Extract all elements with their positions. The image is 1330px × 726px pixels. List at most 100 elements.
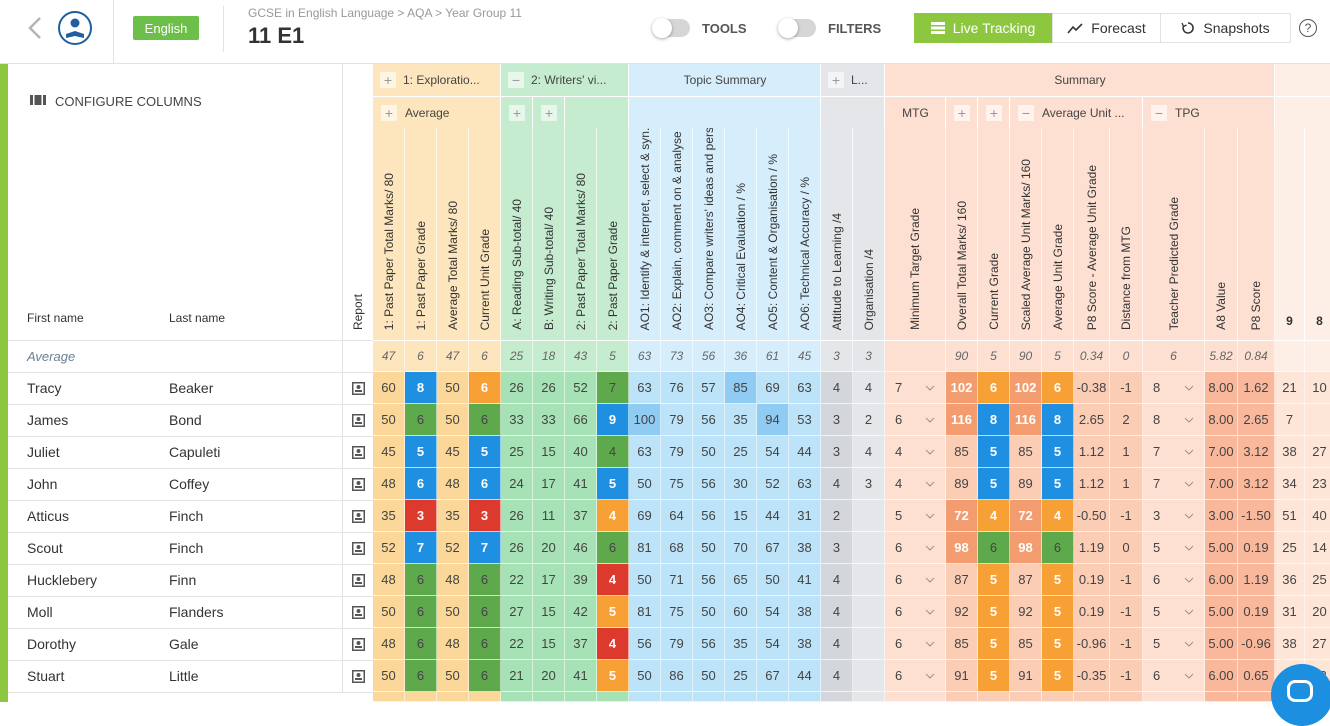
toggle[interactable] bbox=[778, 18, 816, 38]
report-cell[interactable] bbox=[342, 468, 373, 500]
cell bbox=[693, 692, 725, 702]
cell[interactable]: 6 bbox=[885, 532, 946, 564]
report-cell[interactable] bbox=[342, 436, 373, 468]
cell: 45 bbox=[373, 436, 405, 468]
dropdown-arrow[interactable] bbox=[925, 545, 935, 551]
configure-icon[interactable] bbox=[30, 94, 46, 106]
column-header: First name bbox=[27, 311, 84, 325]
report-icon[interactable] bbox=[351, 445, 365, 459]
back-button[interactable] bbox=[26, 16, 44, 40]
toggle-label[interactable]: FILTERS bbox=[828, 21, 882, 36]
expand-toggle: − bbox=[1018, 105, 1034, 121]
cell[interactable]: 6 bbox=[1143, 564, 1205, 596]
dropdown-arrow[interactable] bbox=[925, 673, 935, 679]
cell[interactable]: 4 bbox=[885, 468, 946, 500]
cell bbox=[853, 628, 885, 660]
report-cell[interactable] bbox=[342, 628, 373, 660]
configure-columns[interactable]: CONFIGURE COLUMNS bbox=[55, 94, 202, 109]
report-cell[interactable] bbox=[342, 660, 373, 692]
report-icon[interactable] bbox=[351, 637, 365, 651]
report-cell[interactable] bbox=[342, 532, 373, 564]
cell: 3 bbox=[821, 532, 853, 564]
cell[interactable]: 5 bbox=[1143, 628, 1205, 660]
live-tracking-button[interactable]: Live Tracking bbox=[914, 13, 1052, 43]
report-icon[interactable] bbox=[351, 605, 365, 619]
chat-button[interactable] bbox=[1271, 664, 1330, 726]
cell: 8 bbox=[405, 372, 437, 404]
cell: 25 bbox=[725, 660, 757, 692]
toggle-label[interactable]: TOOLS bbox=[702, 21, 747, 36]
dropdown-arrow[interactable] bbox=[1184, 641, 1194, 647]
report-cell[interactable] bbox=[342, 372, 373, 404]
dropdown-arrow[interactable] bbox=[1184, 513, 1194, 519]
dropdown-arrow[interactable] bbox=[925, 577, 935, 583]
breadcrumb[interactable]: GCSE in English Language > AQA > Year Gr… bbox=[248, 6, 522, 20]
report-icon[interactable] bbox=[351, 509, 365, 523]
toggle[interactable] bbox=[652, 18, 690, 38]
button-label[interactable]: Snapshots bbox=[1203, 20, 1270, 36]
report-icon[interactable] bbox=[351, 477, 365, 491]
dropdown-arrow[interactable] bbox=[925, 449, 935, 455]
cell[interactable]: 6 bbox=[885, 596, 946, 628]
cell[interactable]: 3 bbox=[1143, 500, 1205, 532]
first-name: Stuart bbox=[27, 668, 65, 684]
dropdown-arrow[interactable] bbox=[925, 385, 935, 391]
cell[interactable]: 6 bbox=[1143, 660, 1205, 692]
group-label: 1: Exploratio... bbox=[403, 73, 480, 87]
cell[interactable]: 7 bbox=[885, 372, 946, 404]
dropdown-arrow[interactable] bbox=[1184, 417, 1194, 423]
cell: 35 bbox=[725, 628, 757, 660]
cell[interactable]: 6 bbox=[885, 404, 946, 436]
cell: 3 bbox=[821, 404, 853, 436]
cell: 5 bbox=[1042, 596, 1074, 628]
cell[interactable]: 5 bbox=[1143, 532, 1205, 564]
dropdown-arrow[interactable] bbox=[925, 513, 935, 519]
cell[interactable]: 4 bbox=[885, 436, 946, 468]
subject-badge[interactable]: English bbox=[133, 16, 199, 40]
dropdown-arrow[interactable] bbox=[925, 481, 935, 487]
dropdown-arrow[interactable] bbox=[1184, 609, 1194, 615]
report-icon[interactable] bbox=[351, 381, 365, 395]
report-icon[interactable] bbox=[351, 669, 365, 683]
row-separator bbox=[8, 372, 373, 373]
cell[interactable]: 6 bbox=[885, 564, 946, 596]
cell[interactable]: 6 bbox=[885, 660, 946, 692]
cell: 31 bbox=[789, 500, 821, 532]
cell: 15 bbox=[533, 436, 565, 468]
header-text: Current Unit Grade bbox=[477, 228, 492, 330]
forecast-button[interactable]: Forecast bbox=[1052, 13, 1161, 43]
cell: 5 bbox=[978, 564, 1010, 596]
report-cell[interactable] bbox=[342, 500, 373, 532]
dropdown-arrow[interactable] bbox=[1184, 545, 1194, 551]
snapshots-button[interactable]: Snapshots bbox=[1160, 13, 1291, 43]
button-label[interactable]: Forecast bbox=[1091, 20, 1146, 36]
cell: 5.00 bbox=[1205, 628, 1238, 660]
cell[interactable]: 8 bbox=[1143, 404, 1205, 436]
report-icon[interactable] bbox=[351, 541, 365, 555]
cell: 5.00 bbox=[1205, 596, 1238, 628]
cell[interactable]: 5 bbox=[1143, 596, 1205, 628]
dropdown-arrow[interactable] bbox=[925, 609, 935, 615]
report-icon[interactable] bbox=[351, 573, 365, 587]
report-cell[interactable] bbox=[342, 404, 373, 436]
dropdown-arrow[interactable] bbox=[1184, 673, 1194, 679]
report-icon[interactable] bbox=[351, 413, 365, 427]
dropdown-arrow[interactable] bbox=[1184, 481, 1194, 487]
dropdown-arrow[interactable] bbox=[925, 641, 935, 647]
cell[interactable]: 7 bbox=[1143, 436, 1205, 468]
button-label[interactable]: Live Tracking bbox=[952, 20, 1036, 36]
dropdown-arrow[interactable] bbox=[1184, 385, 1194, 391]
cell[interactable]: 7 bbox=[1143, 468, 1205, 500]
average-cell: 73 bbox=[661, 340, 693, 372]
cell[interactable]: 5 bbox=[885, 500, 946, 532]
cell: 4 bbox=[821, 660, 853, 692]
report-cell[interactable] bbox=[342, 596, 373, 628]
dropdown-arrow[interactable] bbox=[1184, 577, 1194, 583]
report-cell[interactable] bbox=[342, 564, 373, 596]
dropdown-arrow[interactable] bbox=[1184, 449, 1194, 455]
cell[interactable]: 6 bbox=[885, 628, 946, 660]
cell[interactable]: 8 bbox=[1143, 372, 1205, 404]
avatar[interactable] bbox=[57, 10, 93, 46]
help-button[interactable]: ? bbox=[1299, 19, 1317, 37]
dropdown-arrow[interactable] bbox=[925, 417, 935, 423]
